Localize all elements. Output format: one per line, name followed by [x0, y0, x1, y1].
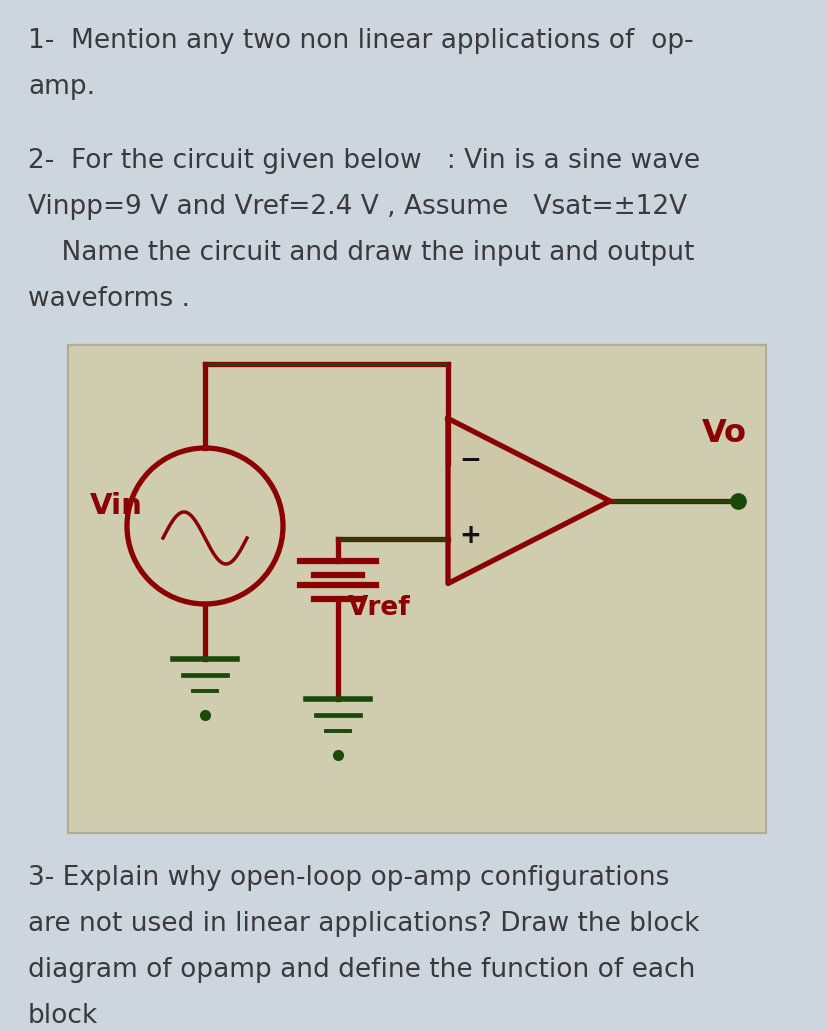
Text: Vo: Vo: [700, 418, 746, 448]
Text: diagram of opamp and define the function of each: diagram of opamp and define the function…: [28, 957, 695, 983]
Text: are not used in linear applications? Draw the block: are not used in linear applications? Dra…: [28, 911, 699, 937]
Text: 2-  For the circuit given below   : Vin is a sine wave: 2- For the circuit given below : Vin is …: [28, 147, 700, 173]
Text: −: −: [458, 448, 480, 474]
FancyBboxPatch shape: [68, 345, 765, 833]
Text: 1-  Mention any two non linear applications of  op-: 1- Mention any two non linear applicatio…: [28, 28, 693, 54]
Text: amp.: amp.: [28, 74, 95, 100]
Text: Vinpp=9 V and Vref=2.4 V , Assume   Vsat=±12V: Vinpp=9 V and Vref=2.4 V , Assume Vsat=±…: [28, 194, 686, 220]
Text: 3- Explain why open-loop op-amp configurations: 3- Explain why open-loop op-amp configur…: [28, 865, 668, 891]
Text: Vref: Vref: [347, 595, 410, 621]
Text: block: block: [28, 1003, 98, 1029]
Polygon shape: [447, 419, 609, 584]
Text: Name the circuit and draw the input and output: Name the circuit and draw the input and …: [28, 239, 694, 266]
Text: waveforms .: waveforms .: [28, 286, 189, 311]
Circle shape: [127, 448, 283, 604]
Text: Vin: Vin: [90, 492, 143, 520]
Text: +: +: [458, 523, 480, 548]
